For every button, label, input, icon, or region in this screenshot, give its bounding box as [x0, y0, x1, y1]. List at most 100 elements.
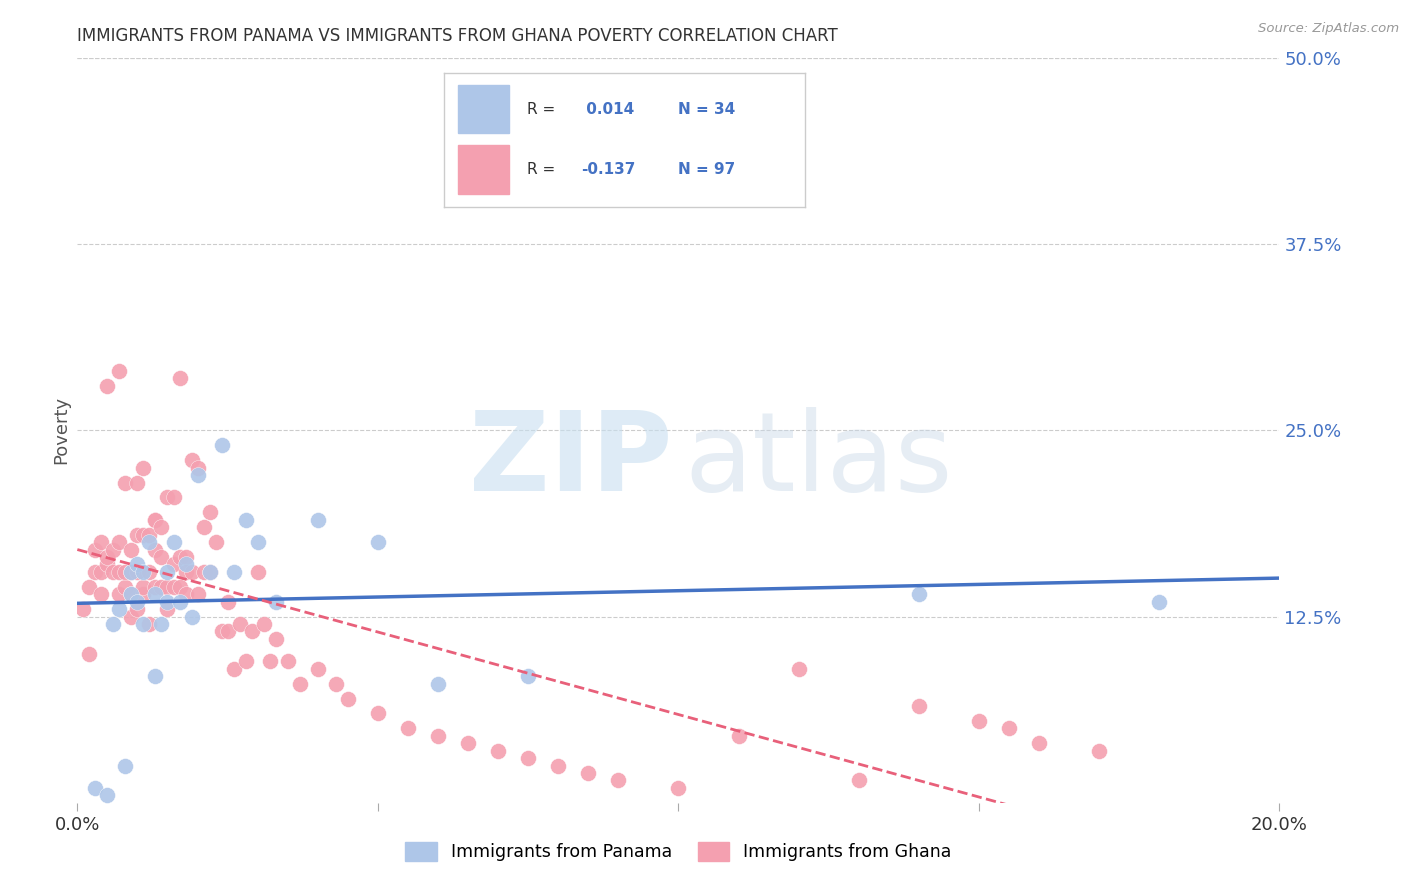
- Point: [307, 662, 329, 676]
- Point: [180, 565, 202, 579]
- Point: [108, 565, 131, 579]
- Point: [162, 491, 184, 505]
- Y-axis label: Poverty: Poverty: [52, 396, 70, 465]
- Point: [103, 542, 125, 557]
- Point: [156, 491, 179, 505]
- Point: [228, 617, 250, 632]
- Point: [114, 580, 136, 594]
- Point: [217, 624, 239, 639]
- Point: [396, 721, 419, 735]
- Point: [222, 662, 245, 676]
- Point: [96, 558, 118, 572]
- Point: [103, 617, 125, 632]
- Point: [174, 565, 197, 579]
- Point: [174, 587, 197, 601]
- Point: [79, 647, 101, 661]
- Point: [120, 565, 142, 579]
- Point: [193, 565, 215, 579]
- Point: [1149, 595, 1171, 609]
- Point: [84, 542, 107, 557]
- Point: [174, 549, 197, 564]
- Point: [367, 706, 389, 721]
- Point: [120, 587, 142, 601]
- Point: [150, 520, 173, 534]
- Point: [162, 580, 184, 594]
- Point: [127, 602, 149, 616]
- Point: [138, 535, 160, 549]
- Point: [132, 460, 155, 475]
- Point: [150, 617, 173, 632]
- Point: [576, 766, 599, 780]
- Point: [235, 513, 257, 527]
- Point: [727, 729, 749, 743]
- Point: [198, 505, 221, 519]
- Point: [169, 595, 191, 609]
- Point: [90, 565, 112, 579]
- Point: [120, 609, 142, 624]
- Point: [114, 758, 136, 772]
- Legend: Immigrants from Panama, Immigrants from Ghana: Immigrants from Panama, Immigrants from …: [405, 842, 952, 861]
- Point: [211, 438, 233, 452]
- Point: [288, 676, 311, 690]
- Point: [848, 773, 870, 788]
- Point: [138, 527, 160, 541]
- Point: [307, 513, 329, 527]
- Point: [967, 714, 990, 728]
- Point: [132, 565, 155, 579]
- Point: [150, 580, 173, 594]
- Point: [96, 789, 118, 803]
- Point: [108, 364, 131, 378]
- Point: [186, 460, 209, 475]
- Point: [264, 632, 287, 646]
- Point: [150, 549, 173, 564]
- Point: [108, 587, 131, 601]
- Point: [607, 773, 630, 788]
- Point: [193, 520, 215, 534]
- Point: [156, 602, 179, 616]
- Point: [127, 475, 149, 490]
- Point: [240, 624, 263, 639]
- Point: [668, 780, 690, 795]
- Point: [222, 565, 245, 579]
- Text: IMMIGRANTS FROM PANAMA VS IMMIGRANTS FROM GHANA POVERTY CORRELATION CHART: IMMIGRANTS FROM PANAMA VS IMMIGRANTS FRO…: [77, 28, 838, 45]
- Point: [174, 558, 197, 572]
- Point: [217, 595, 239, 609]
- Text: atlas: atlas: [685, 407, 953, 514]
- Point: [204, 535, 226, 549]
- Point: [457, 736, 479, 750]
- Point: [90, 535, 112, 549]
- Point: [127, 595, 149, 609]
- Point: [325, 676, 347, 690]
- Point: [336, 691, 359, 706]
- Point: [96, 549, 118, 564]
- Point: [114, 475, 136, 490]
- Point: [120, 542, 142, 557]
- Text: Source: ZipAtlas.com: Source: ZipAtlas.com: [1258, 22, 1399, 36]
- Point: [169, 580, 191, 594]
- Point: [198, 565, 221, 579]
- Point: [132, 617, 155, 632]
- Point: [96, 378, 118, 392]
- Point: [367, 535, 389, 549]
- Point: [127, 527, 149, 541]
- Point: [132, 527, 155, 541]
- Point: [427, 676, 450, 690]
- Point: [84, 780, 107, 795]
- Point: [114, 565, 136, 579]
- Point: [156, 595, 179, 609]
- Point: [486, 744, 509, 758]
- Point: [120, 565, 142, 579]
- Point: [235, 654, 257, 668]
- Point: [156, 565, 179, 579]
- Point: [127, 558, 149, 572]
- Point: [253, 617, 276, 632]
- Point: [186, 468, 209, 483]
- Point: [198, 565, 221, 579]
- Point: [145, 587, 167, 601]
- Point: [169, 371, 191, 385]
- Point: [145, 513, 167, 527]
- Text: ZIP: ZIP: [470, 407, 672, 514]
- Point: [264, 595, 287, 609]
- Point: [908, 587, 931, 601]
- Point: [162, 535, 184, 549]
